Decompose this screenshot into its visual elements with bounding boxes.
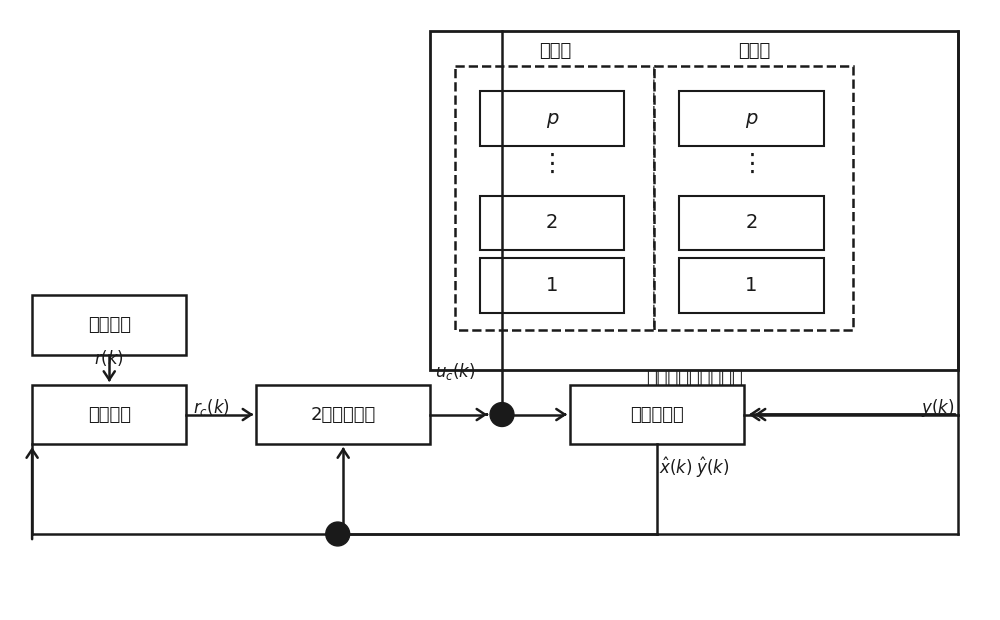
- Bar: [679, 195, 824, 250]
- Bar: [480, 91, 624, 146]
- Bar: [480, 195, 624, 250]
- Circle shape: [490, 402, 514, 427]
- Bar: [679, 91, 824, 146]
- Text: 2: 2: [745, 213, 758, 232]
- Text: 加热器: 加热器: [539, 42, 571, 60]
- Bar: [570, 384, 744, 445]
- Text: ⋮: ⋮: [540, 152, 565, 175]
- Text: 传感器: 传感器: [738, 42, 770, 60]
- Bar: [679, 259, 824, 313]
- Bar: [455, 66, 654, 330]
- Bar: [32, 384, 186, 445]
- Text: ⋮: ⋮: [739, 152, 764, 175]
- Bar: [430, 31, 958, 370]
- Bar: [480, 259, 624, 313]
- Bar: [654, 66, 853, 330]
- Text: 1: 1: [546, 276, 558, 295]
- Text: $r(k)$: $r(k)$: [94, 348, 124, 368]
- Text: 温度设定: 温度设定: [88, 316, 131, 334]
- Text: $u_c(k)$: $u_c(k)$: [435, 361, 476, 382]
- Bar: [32, 295, 186, 355]
- Text: $y(k)$: $y(k)$: [921, 397, 955, 419]
- Text: p: p: [745, 109, 758, 128]
- Text: p: p: [546, 109, 558, 128]
- Text: 预估观测器: 预估观测器: [630, 405, 684, 423]
- Text: $r_c(k)$: $r_c(k)$: [193, 397, 230, 418]
- Text: 1: 1: [745, 276, 758, 295]
- Text: 玻璃窗（受控对象）: 玻璃窗（受控对象）: [646, 369, 743, 387]
- Circle shape: [326, 522, 350, 546]
- Text: 梯度转化: 梯度转化: [88, 405, 131, 423]
- Bar: [256, 384, 430, 445]
- Text: 2: 2: [546, 213, 558, 232]
- Text: $\hat{x}(k)\;\hat{y}(k)$: $\hat{x}(k)\;\hat{y}(k)$: [659, 455, 729, 480]
- Text: 2自由度控制: 2自由度控制: [311, 405, 376, 423]
